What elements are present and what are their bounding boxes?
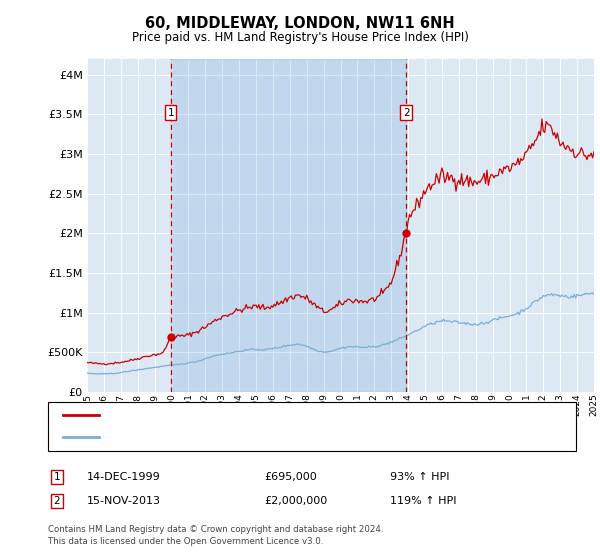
- Text: Contains HM Land Registry data © Crown copyright and database right 2024.
This d: Contains HM Land Registry data © Crown c…: [48, 525, 383, 546]
- Text: Price paid vs. HM Land Registry's House Price Index (HPI): Price paid vs. HM Land Registry's House …: [131, 31, 469, 44]
- Text: 60, MIDDLEWAY, LONDON, NW11 6NH: 60, MIDDLEWAY, LONDON, NW11 6NH: [145, 16, 455, 31]
- Text: 2: 2: [403, 108, 409, 118]
- Text: 14-DEC-1999: 14-DEC-1999: [87, 472, 161, 482]
- Text: £2,000,000: £2,000,000: [264, 496, 327, 506]
- Text: 93% ↑ HPI: 93% ↑ HPI: [390, 472, 449, 482]
- Text: 60, MIDDLEWAY, LONDON, NW11 6NH (detached house): 60, MIDDLEWAY, LONDON, NW11 6NH (detache…: [106, 410, 398, 421]
- Text: 1: 1: [53, 472, 61, 482]
- Text: 119% ↑ HPI: 119% ↑ HPI: [390, 496, 457, 506]
- Bar: [171, 59, 406, 392]
- Text: 1: 1: [167, 108, 174, 118]
- Text: HPI: Average price, detached house, Barnet: HPI: Average price, detached house, Barn…: [106, 432, 334, 442]
- Text: £695,000: £695,000: [264, 472, 317, 482]
- Text: 2: 2: [53, 496, 61, 506]
- Text: 15-NOV-2013: 15-NOV-2013: [87, 496, 161, 506]
